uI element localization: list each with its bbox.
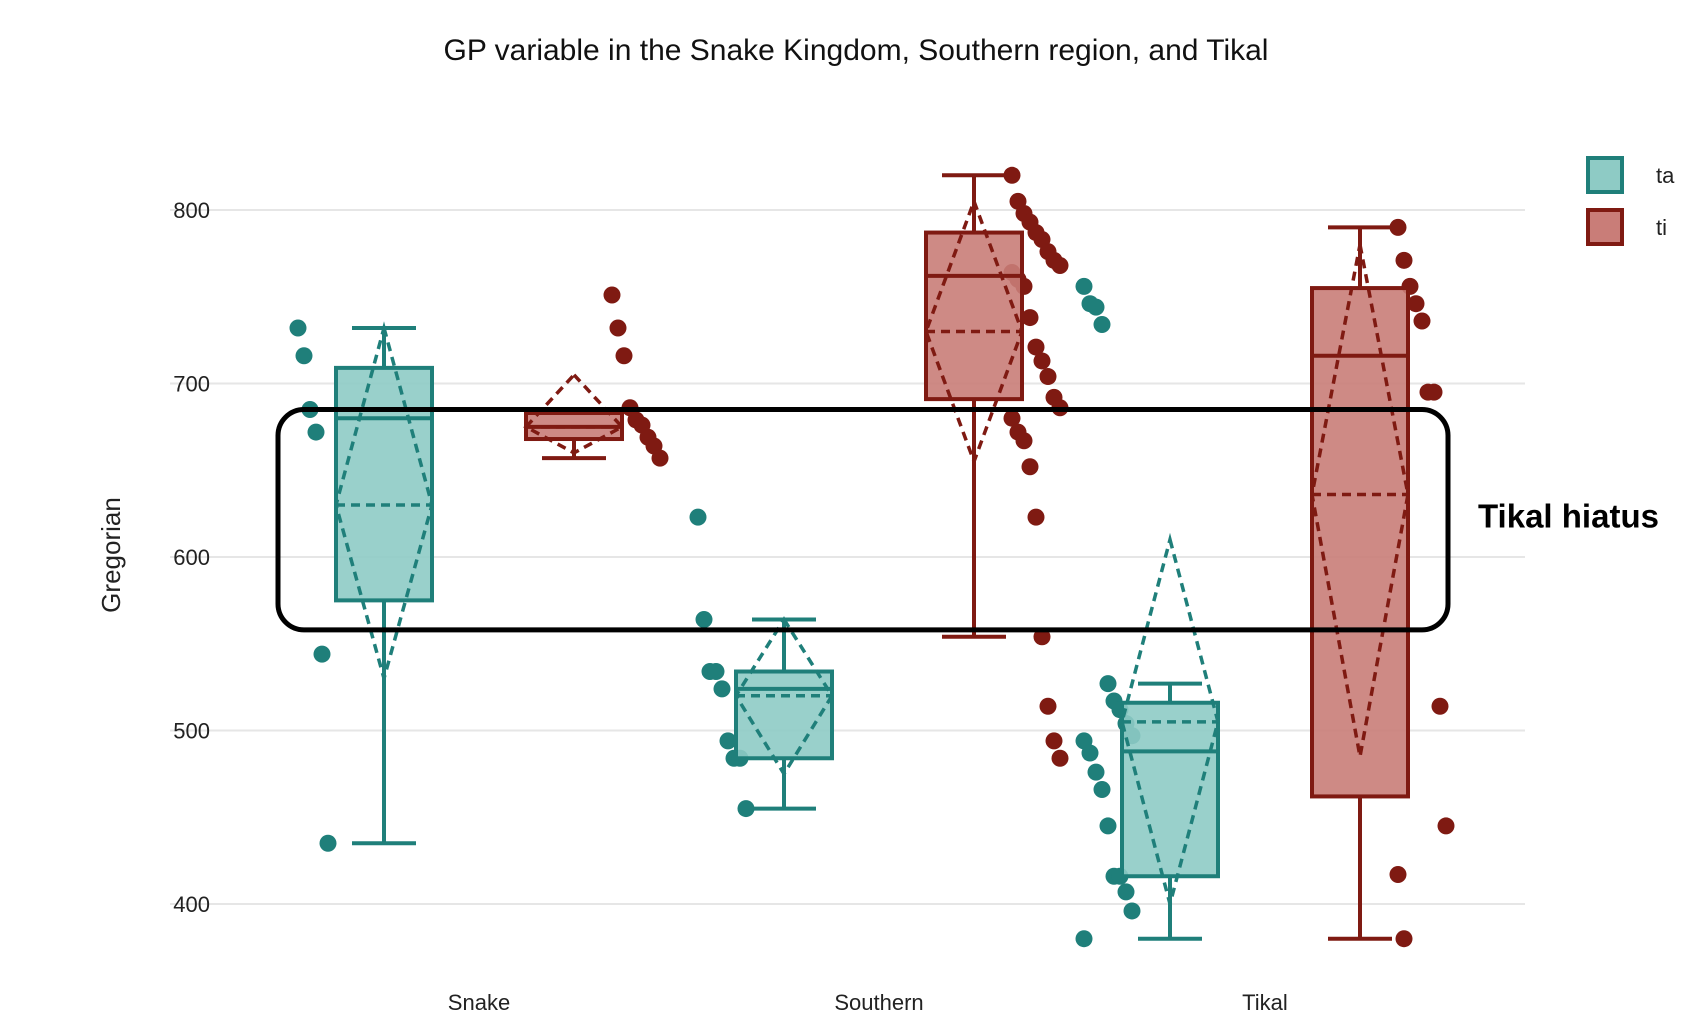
data-point	[719, 732, 737, 750]
plot-area	[289, 166, 1455, 948]
data-point	[651, 449, 669, 467]
mean-diamond	[733, 616, 835, 778]
x-tick-label: Southern	[834, 990, 923, 1015]
data-point	[289, 319, 307, 337]
data-point	[1045, 732, 1063, 750]
data-point	[1021, 309, 1039, 327]
data-point	[1033, 628, 1051, 646]
legend-swatch-ti	[1586, 208, 1624, 246]
box	[334, 365, 434, 603]
data-point	[1395, 930, 1413, 948]
box	[734, 669, 834, 761]
y-tick-label: 400	[173, 892, 210, 917]
y-axis-ticks: 400 500 600 700 800	[173, 198, 210, 917]
data-point	[1099, 675, 1117, 693]
data-point	[1021, 458, 1039, 476]
y-axis-label: Gregorian	[96, 497, 126, 613]
x-tick-label: Tikal	[1242, 990, 1288, 1015]
box	[1120, 700, 1220, 879]
data-point	[1039, 697, 1057, 715]
y-tick-label: 600	[173, 545, 210, 570]
data-point	[307, 423, 325, 441]
data-point	[1407, 295, 1425, 313]
data-point	[1051, 257, 1069, 275]
data-point	[1389, 218, 1407, 236]
x-tick-label: Snake	[448, 990, 510, 1015]
data-point	[1015, 432, 1033, 450]
box-snake	[523, 372, 625, 461]
data-point	[737, 800, 755, 818]
data-point	[1081, 744, 1099, 762]
data-point	[1027, 338, 1045, 356]
data-point	[1087, 763, 1105, 781]
box-tikal	[1310, 225, 1410, 941]
data-point	[713, 680, 731, 698]
box-snake	[334, 321, 434, 846]
data-point	[1051, 749, 1069, 767]
data-point	[695, 610, 713, 628]
annotation: Tikal hiatus	[275, 407, 1659, 633]
data-point	[603, 286, 621, 304]
data-point	[707, 663, 725, 681]
data-point	[1425, 383, 1443, 401]
data-point	[1027, 508, 1045, 526]
legend: ta ti	[1586, 156, 1675, 246]
series-ti	[523, 166, 1455, 948]
x-axis-ticks: Snake Southern Tikal	[448, 990, 1288, 1015]
data-point	[1437, 817, 1455, 835]
annotation-label: Tikal hiatus	[1478, 498, 1659, 535]
chart-title: GP variable in the Snake Kingdom, Southe…	[444, 34, 1269, 67]
legend-swatch-ta	[1586, 156, 1624, 194]
data-point	[1099, 817, 1117, 835]
mean-diamond	[1120, 532, 1220, 911]
box-southern	[924, 173, 1024, 639]
box	[1310, 286, 1410, 799]
data-point	[1075, 930, 1093, 948]
y-tick-label: 700	[173, 372, 210, 397]
mean-diamond	[924, 196, 1024, 467]
box-southern	[733, 616, 835, 811]
data-point	[1395, 251, 1413, 269]
data-point	[1033, 352, 1051, 370]
box-tikal	[1120, 532, 1220, 941]
data-point	[1003, 409, 1021, 427]
data-point	[1075, 277, 1093, 295]
data-point	[1389, 866, 1407, 884]
legend-label-ta: ta	[1656, 163, 1675, 188]
legend-label-ti: ti	[1656, 215, 1667, 240]
data-point	[1093, 780, 1111, 798]
y-tick-label: 800	[173, 198, 210, 223]
data-point	[1117, 883, 1135, 901]
data-point	[615, 347, 633, 365]
data-point	[1431, 697, 1449, 715]
data-point	[313, 645, 331, 663]
mean-diamond	[334, 321, 434, 686]
data-point	[1003, 166, 1021, 184]
data-point	[1039, 368, 1057, 386]
data-point	[295, 347, 313, 365]
data-point	[1087, 298, 1105, 316]
data-point	[609, 319, 627, 337]
data-point	[1123, 902, 1141, 920]
series-ta	[289, 277, 1220, 948]
data-point	[1093, 316, 1111, 334]
data-point	[319, 834, 337, 852]
data-point	[689, 508, 707, 526]
y-tick-label: 500	[173, 719, 210, 744]
data-point	[1413, 312, 1431, 330]
annotation-box	[275, 407, 1451, 633]
